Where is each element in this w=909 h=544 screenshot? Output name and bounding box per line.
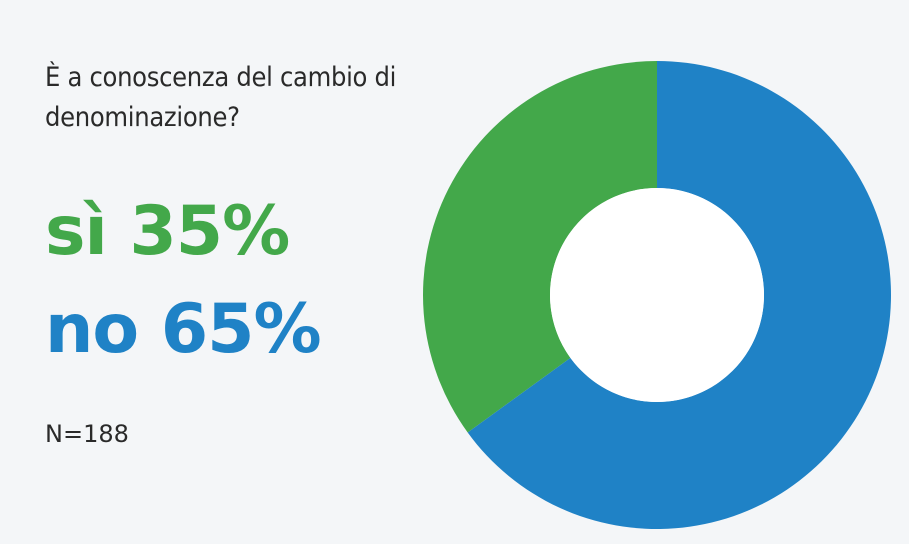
value-label: 65% [160,290,322,369]
donut-slice [467,61,891,529]
sample-note: N=188 [45,420,129,448]
chart-title: È a conoscenza del cambio di denominazio… [45,62,397,133]
category-label: sì [45,192,108,271]
category-label: no [45,290,139,369]
donut-hole [550,188,764,402]
value-label: 35% [129,192,290,271]
donut-slice [423,61,657,433]
category-row: no 65% [45,290,322,369]
category-row: sì 35% [45,192,290,271]
